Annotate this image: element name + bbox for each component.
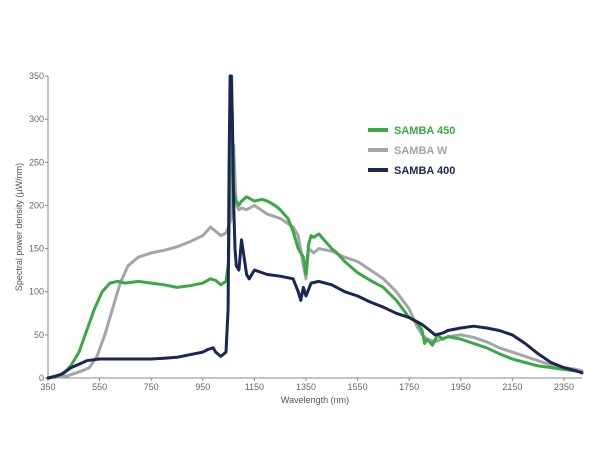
y-tick-label: 350 (29, 71, 44, 81)
series-line-samba-450 (46, 74, 584, 380)
x-tick-label: 1350 (296, 382, 316, 392)
y-tick-label: 100 (29, 287, 44, 297)
x-tick-label: 1150 (245, 382, 264, 392)
x-tick-label: 1550 (348, 382, 368, 392)
x-tick-label: 2150 (502, 382, 522, 392)
legend-label: SAMBA 450 (394, 125, 455, 137)
x-axis-label: Wavelength (nm) (281, 395, 349, 405)
legend: SAMBA 450 SAMBA W SAMBA 400 (368, 125, 455, 177)
x-tick-label: 1750 (399, 382, 419, 392)
x-tick-label: 1950 (451, 382, 471, 392)
y-axis-label: Spectral power density (µW/nm) (14, 163, 24, 291)
y-tick-label: 50 (34, 330, 44, 340)
x-tick-label: 950 (195, 382, 210, 392)
series-lines (46, 74, 584, 380)
y-tick-label: 0 (39, 373, 44, 383)
series-line-samba-w (46, 143, 584, 380)
x-tick-label: 750 (144, 382, 159, 392)
y-tick-label: 250 (29, 157, 44, 167)
x-tick-label: 2350 (554, 382, 574, 392)
axes (47, 76, 582, 379)
legend-label: SAMBA W (394, 145, 448, 157)
x-tick-label: 550 (92, 382, 107, 392)
y-ticks: 0 50 100 150 200 250 300 350 (29, 71, 48, 383)
x-ticks: 350 550 750 950 1150 1350 1550 1750 1950 2150 2350 (40, 378, 574, 392)
x-tick-label: 350 (40, 382, 55, 392)
series-line-samba-400 (46, 74, 584, 380)
y-tick-label: 150 (29, 244, 44, 254)
legend-label: SAMBA 400 (394, 165, 455, 177)
y-tick-label: 300 (29, 114, 44, 124)
y-tick-label: 200 (29, 200, 44, 210)
